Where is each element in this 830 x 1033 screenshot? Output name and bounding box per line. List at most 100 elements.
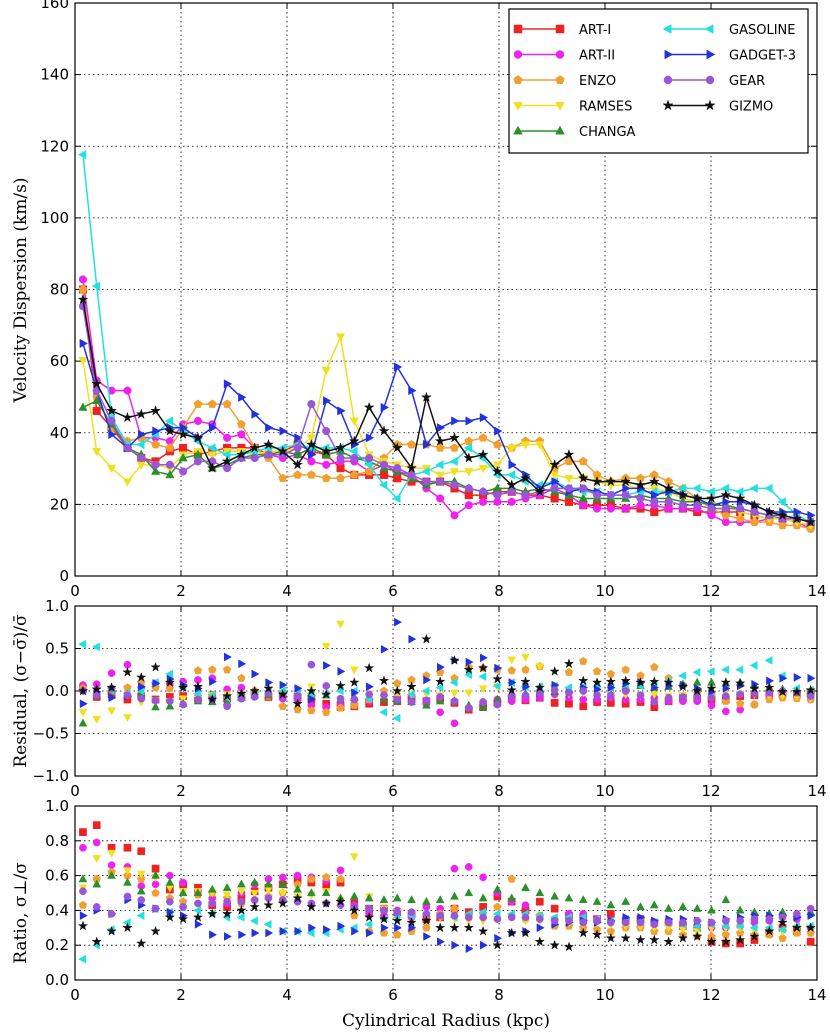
data-point	[521, 653, 530, 662]
data-point	[522, 682, 531, 692]
data-point	[207, 399, 217, 408]
data-point	[235, 448, 247, 460]
data-point	[651, 490, 660, 500]
data-point	[421, 466, 430, 477]
x-axis-label: Cylindrical Radius (kpc)	[342, 1011, 550, 1031]
data-point	[636, 918, 645, 927]
data-point	[764, 682, 775, 693]
data-point	[150, 661, 161, 672]
series-gizmo	[77, 633, 816, 709]
x-tick-label: 4	[282, 782, 292, 800]
data-point	[436, 494, 445, 503]
data-point	[535, 915, 544, 923]
data-point	[137, 896, 146, 904]
data-point	[606, 691, 615, 700]
data-point	[364, 893, 374, 902]
series-changa	[78, 870, 816, 918]
series-art-i	[79, 821, 815, 948]
legend-label: RAMSES	[579, 100, 632, 115]
legend-label: GASOLINE	[729, 23, 795, 38]
data-point	[292, 459, 304, 470]
data-point	[492, 483, 503, 492]
data-point	[620, 475, 632, 487]
data-point	[392, 893, 402, 902]
data-point	[207, 694, 218, 704]
data-point	[194, 919, 203, 929]
data-point	[749, 931, 760, 941]
data-point	[664, 918, 673, 927]
series-gasoline	[78, 639, 814, 723]
data-point	[534, 682, 546, 693]
data-point	[408, 386, 417, 396]
data-point	[78, 718, 88, 727]
data-point	[321, 642, 331, 651]
data-point	[223, 652, 232, 662]
y-tick-label: 1.0	[45, 597, 69, 615]
data-point	[706, 682, 717, 693]
data-point	[393, 464, 402, 473]
data-point	[692, 483, 701, 493]
data-point	[550, 891, 560, 900]
data-point	[194, 695, 202, 704]
data-point	[707, 905, 716, 914]
data-point	[251, 669, 260, 679]
data-point	[292, 449, 303, 458]
data-point	[292, 698, 303, 709]
data-point	[592, 896, 602, 905]
data-point	[307, 400, 316, 409]
data-point	[250, 453, 259, 463]
data-point	[621, 918, 630, 927]
data-point	[434, 922, 446, 933]
data-point	[721, 692, 730, 700]
data-point	[223, 433, 232, 442]
data-point	[407, 470, 416, 479]
data-point	[420, 391, 432, 403]
data-point	[707, 504, 716, 513]
data-point	[222, 399, 232, 408]
legend-item-gadget-3: GADGET-3	[664, 49, 796, 64]
data-point	[207, 884, 217, 893]
legend-label: ENZO	[579, 74, 616, 89]
x-tick-label: 0	[70, 782, 80, 800]
data-point	[92, 821, 101, 829]
data-point	[650, 497, 659, 506]
data-point	[550, 484, 559, 493]
data-point	[92, 406, 101, 415]
data-point	[720, 483, 730, 493]
data-point	[521, 665, 530, 674]
data-point	[721, 504, 730, 513]
series-line	[82, 289, 811, 530]
data-point	[664, 903, 673, 912]
data-point	[79, 699, 88, 709]
data-point	[307, 874, 316, 883]
y-tick-label: 0.0	[45, 682, 69, 700]
data-point	[249, 685, 260, 696]
data-point	[263, 919, 272, 929]
data-point	[264, 879, 273, 888]
legend-item-gizmo: GIZMO	[662, 100, 773, 115]
data-point	[264, 450, 273, 459]
data-point	[278, 879, 288, 888]
data-point	[137, 453, 146, 463]
data-point	[137, 429, 147, 440]
data-point	[564, 484, 574, 493]
data-point	[177, 428, 189, 440]
data-point	[263, 899, 274, 910]
series-enzo	[78, 867, 815, 942]
data-point	[322, 460, 331, 469]
data-point	[691, 492, 703, 504]
data-point	[91, 936, 102, 947]
data-point	[436, 911, 445, 920]
data-point	[578, 675, 589, 686]
data-point	[564, 893, 574, 902]
data-point	[407, 439, 417, 449]
series-gizmo	[77, 892, 816, 952]
data-point	[450, 719, 459, 728]
data-point	[435, 460, 444, 470]
data-point	[349, 891, 359, 900]
data-point	[365, 904, 373, 913]
legend-label: GIZMO	[729, 100, 773, 115]
data-point	[336, 473, 345, 483]
legend-label: CHANGA	[579, 125, 636, 140]
